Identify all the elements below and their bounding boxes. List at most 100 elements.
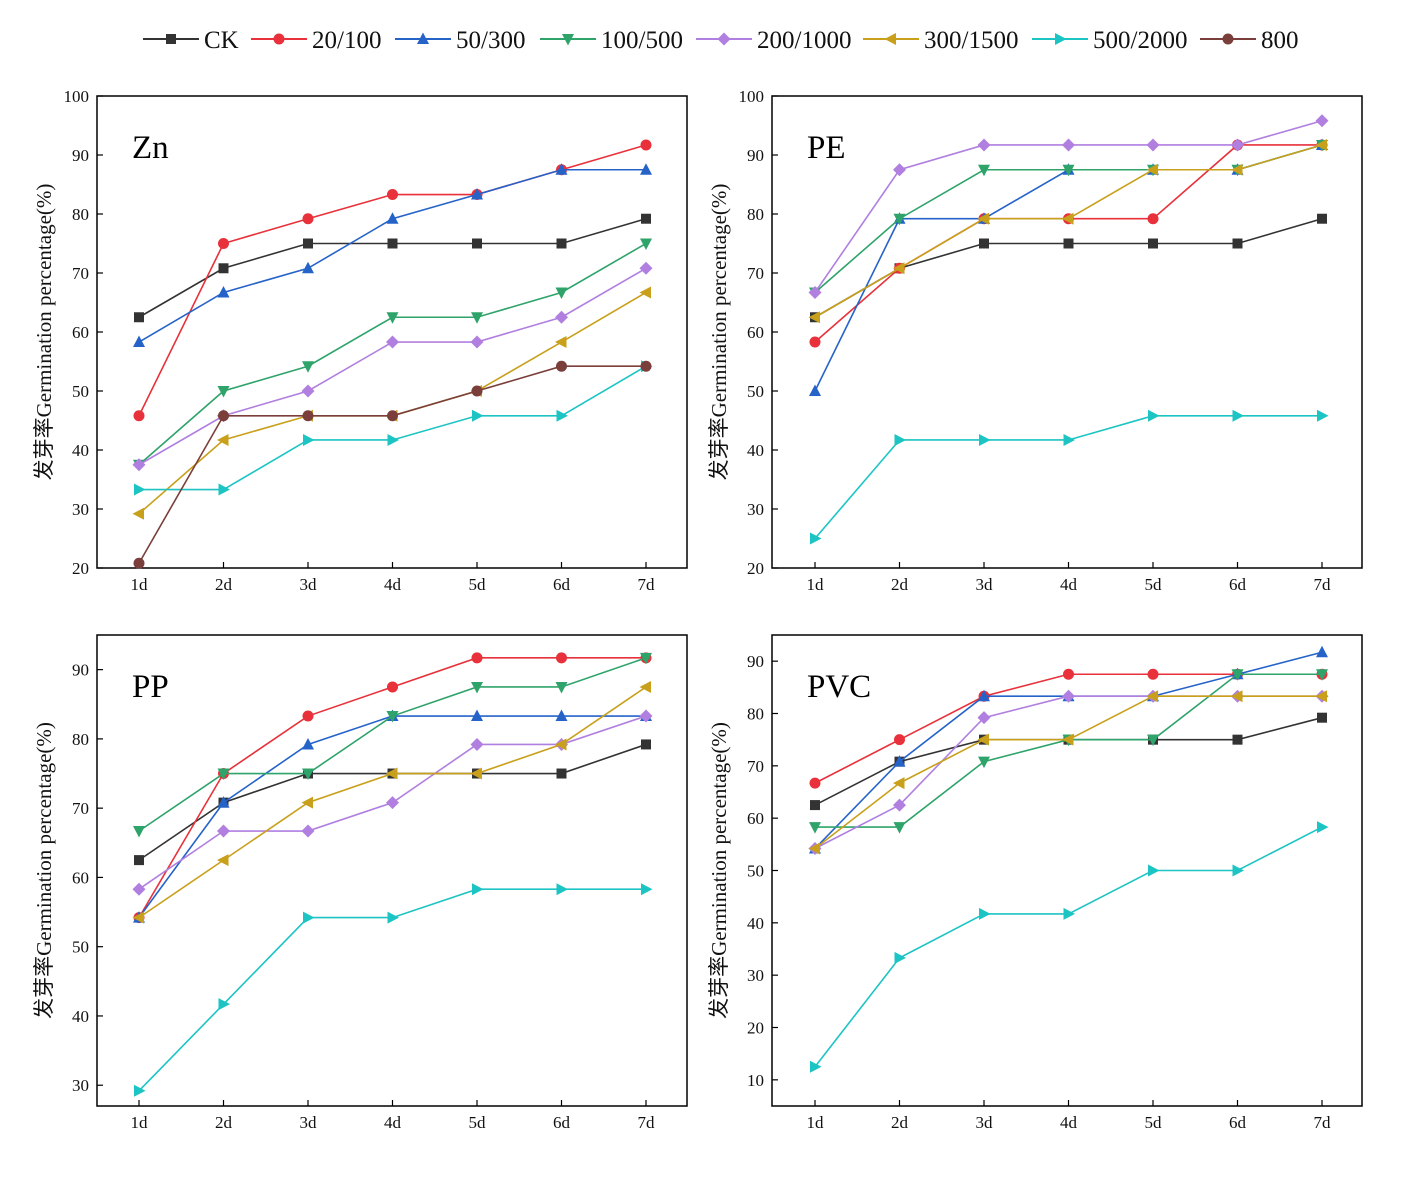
- legend-marker-circle: [273, 33, 285, 45]
- series-line: [814, 695, 1322, 850]
- data-point: [132, 911, 144, 924]
- y-tick-label: 40: [747, 441, 764, 460]
- legend-item-50-300: 50/300: [395, 27, 525, 54]
- data-point: [979, 433, 991, 446]
- series-line: [814, 651, 1323, 850]
- data-point: [134, 1084, 146, 1097]
- x-tick-label: 1d: [131, 575, 149, 594]
- data-point: [1063, 238, 1074, 249]
- data-point: [640, 163, 652, 175]
- data-point: [303, 911, 315, 924]
- data-point: [471, 709, 483, 722]
- legend-item-300-1500: 300/1500: [863, 27, 1018, 54]
- data-point: [1062, 138, 1075, 152]
- x-tick-label: 2d: [215, 575, 233, 594]
- y-tick-label: 30: [72, 500, 89, 519]
- data-point: [132, 507, 144, 520]
- data-point: [1317, 821, 1329, 834]
- data-point: [556, 768, 567, 779]
- data-point: [471, 385, 483, 397]
- data-point: [1315, 690, 1327, 703]
- data-point: [977, 212, 989, 225]
- data-point: [977, 138, 991, 152]
- y-tick-label: 70: [72, 264, 89, 283]
- x-tick-label: 3d: [300, 575, 318, 594]
- legend-label: 800: [1261, 27, 1299, 54]
- data-point: [1147, 213, 1159, 225]
- x-tick-label: 2d: [891, 1113, 909, 1132]
- y-tick-label: 90: [72, 661, 89, 680]
- data-point: [556, 238, 567, 249]
- data-point: [1062, 212, 1074, 225]
- series-line: [814, 217, 1323, 318]
- x-tick-label: 1d: [807, 575, 825, 594]
- series-500-2000: [134, 360, 653, 496]
- x-tick-label: 3d: [976, 575, 994, 594]
- series-line: [138, 657, 646, 919]
- y-tick-label: 30: [747, 966, 764, 985]
- x-tick-label: 6d: [553, 575, 571, 594]
- data-point: [555, 738, 567, 751]
- data-point: [1315, 114, 1329, 128]
- data-point: [893, 163, 906, 177]
- data-point: [809, 777, 821, 789]
- legend-label: 300/1500: [924, 27, 1018, 54]
- data-point: [217, 854, 229, 867]
- y-tick-label: 80: [72, 205, 89, 224]
- data-point: [810, 532, 822, 545]
- series-100-500: [133, 652, 652, 838]
- panel-title: PP: [132, 669, 169, 705]
- data-point: [1232, 864, 1244, 877]
- data-point: [1231, 138, 1244, 152]
- data-point: [977, 733, 989, 746]
- data-point: [218, 483, 230, 496]
- plot-frame: [96, 634, 688, 1107]
- data-point: [217, 768, 230, 781]
- data-point: [556, 883, 568, 896]
- data-point: [1062, 164, 1075, 177]
- data-point: [555, 163, 568, 175]
- panel-title: PVC: [807, 669, 871, 705]
- series-20-100: [133, 139, 652, 422]
- legend-marker-diamond: [717, 32, 731, 46]
- data-point: [217, 433, 229, 446]
- y-tick-label: 30: [72, 1076, 89, 1095]
- y-tick-label: 60: [72, 323, 89, 342]
- y-tick-label: 70: [747, 264, 764, 283]
- data-point: [387, 238, 398, 249]
- series-50-300: [133, 163, 652, 348]
- data-point: [218, 263, 229, 274]
- x-tick-label: 4d: [384, 1113, 402, 1132]
- data-point: [302, 261, 314, 274]
- data-point: [893, 777, 905, 790]
- x-tick-label: 5d: [469, 1113, 487, 1132]
- y-tick-label: 40: [72, 441, 89, 460]
- data-point: [1147, 734, 1159, 747]
- data-point: [1231, 669, 1244, 681]
- x-tick-label: 3d: [976, 1113, 994, 1132]
- data-point: [1062, 733, 1074, 746]
- series-100-500: [133, 238, 652, 472]
- data-point: [386, 796, 399, 810]
- legend-label: 100/500: [601, 27, 683, 54]
- y-tick-label: 60: [747, 323, 764, 342]
- x-tick-label: 7d: [1314, 575, 1332, 594]
- series-ck: [810, 712, 1327, 811]
- data-point: [893, 798, 906, 812]
- data-point: [640, 139, 652, 151]
- data-point: [639, 286, 651, 299]
- data-point: [809, 822, 821, 834]
- data-point: [302, 737, 314, 750]
- data-point: [386, 767, 398, 780]
- legend-item-200-1000: 200/1000: [696, 27, 851, 54]
- data-point: [387, 911, 399, 924]
- data-point: [386, 312, 399, 324]
- legend-label: 500/2000: [1093, 27, 1187, 54]
- y-tick-label: 30: [747, 500, 764, 519]
- y-axis-title: 发芽率Germination percentage(%): [32, 184, 56, 481]
- data-point: [641, 213, 651, 224]
- panel-title: Zn: [132, 130, 169, 166]
- series-line: [138, 291, 647, 515]
- data-point: [979, 907, 991, 920]
